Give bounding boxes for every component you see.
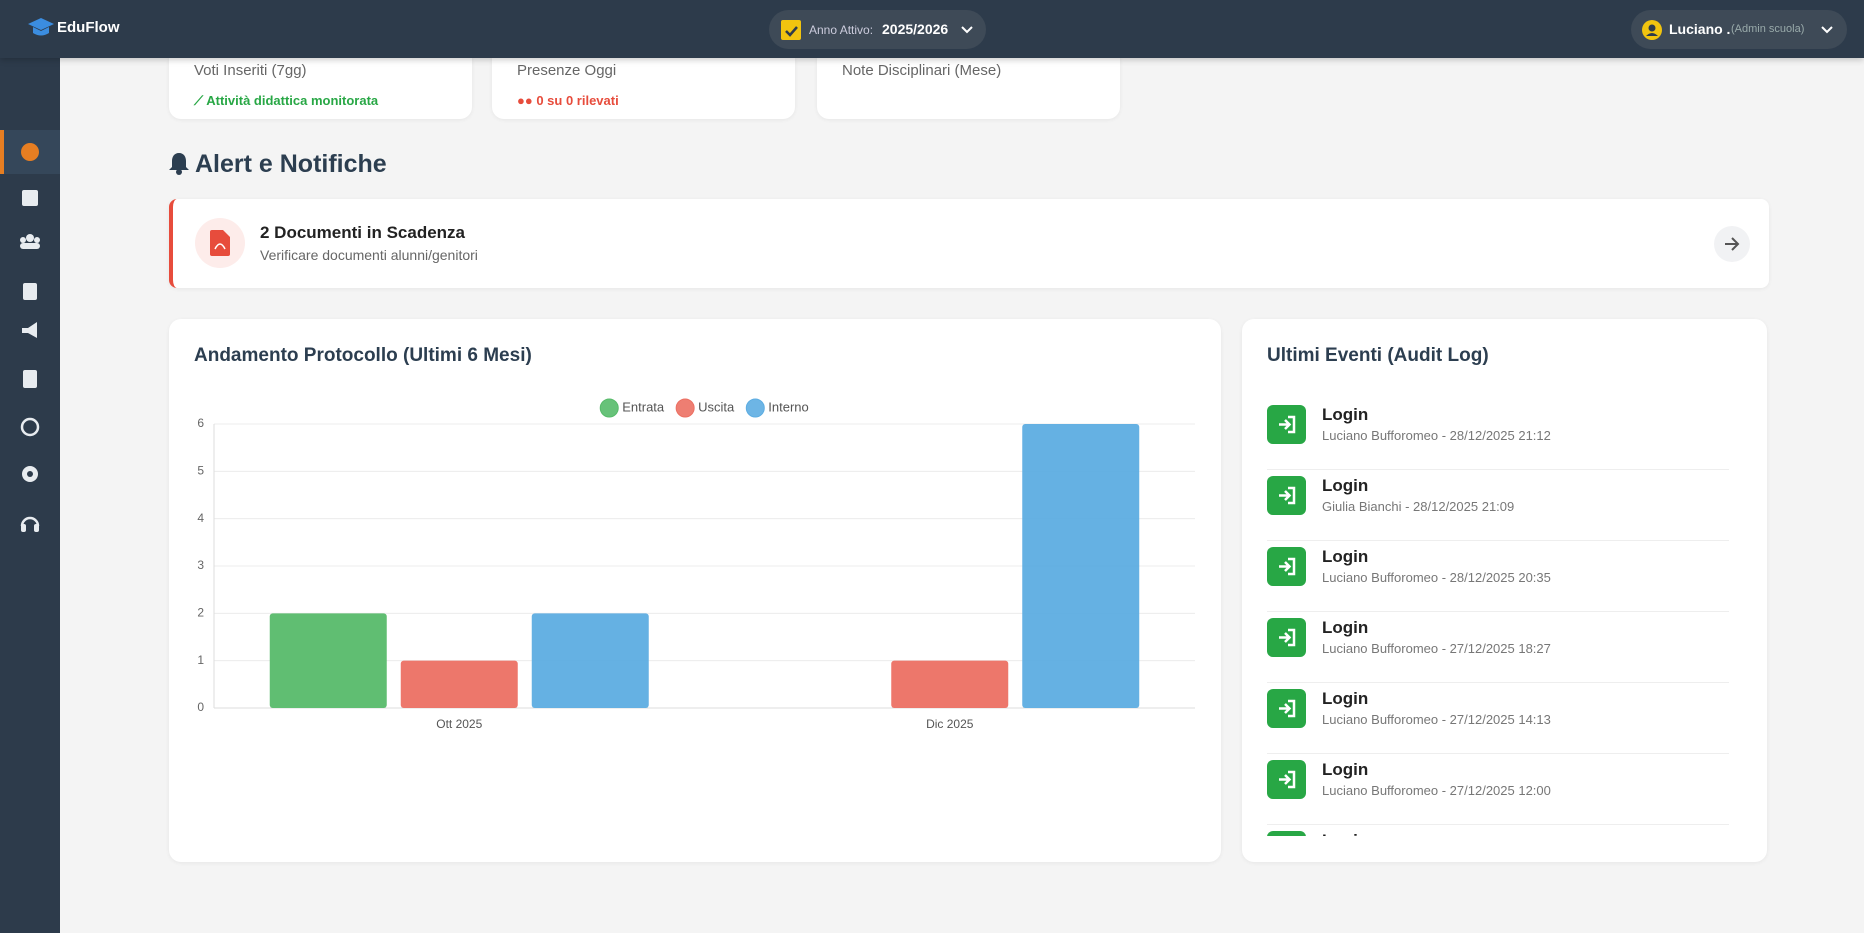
audit-event: Login Luciano Bufforomeo - 27/12/2025 12:… [1267,754,1729,825]
logo-icon [28,18,54,36]
legend-label: Interno [768,399,808,414]
event-icon [1267,760,1306,799]
user-name: Luciano . [1669,21,1731,37]
y-tick-label: 0 [197,700,204,714]
user-menu[interactable]: Luciano . (Admin scuola) [1631,10,1847,49]
y-tick-label: 1 [197,653,204,667]
user-icon [1642,20,1662,40]
event-action: Login [1322,689,1369,708]
legend-label: Entrata [622,399,665,414]
user-role: (Admin scuola) [1731,23,1805,35]
event-detail: Luciano Bufforomeo - 28/12/2025 21:12 [1322,428,1551,443]
brand[interactable]: EduFlow [57,19,120,36]
audit-title: Ultimi Eventi (Audit Log) [1267,345,1489,366]
event-action: Login [1322,760,1369,779]
y-tick-label: 5 [197,464,204,478]
year-label: Anno Attivo: [809,23,874,37]
arrow-icon [1725,237,1740,251]
audit-card: Ultimi Eventi (Audit Log) Login Luciano B… [1242,319,1767,862]
audit-event: Login Luciano Bufforomeo - 27/12/2025 18:… [1267,612,1729,683]
x-tick-label: Dic 2025 [926,717,974,731]
event-detail: Giulia Bianchi - 28/12/2025 21:09 [1322,499,1515,514]
event-action: Login [1322,547,1369,566]
event-detail: Luciano Bufforomeo - 27/12/2025 14:13 [1322,712,1551,727]
audit-event: Login Luciano Bufforomeo - 28/12/2025 21:… [1267,399,1729,470]
alert-arrow[interactable] [1714,226,1750,262]
login-icon [1267,831,1306,836]
alert-icon-bg [195,218,245,268]
event-action: Login [1322,405,1369,424]
audit-list: Login Luciano Bufforomeo - 28/12/2025 21:… [1242,399,1767,836]
login-icon [1279,557,1296,576]
chevron [1821,26,1833,34]
top-bar: EduFlow Anno Attivo: 2025/2026 Luciano .… [0,0,1864,58]
alert-text: Verificare documenti alunni/genitori [260,247,478,263]
y-tick-label: 2 [197,606,204,620]
login-icon [1279,770,1296,789]
bar [400,660,518,708]
event-action: Login [1322,476,1369,495]
audit-event: Login Luciano Bufforomeo - 28/12/2025 20:… [1267,541,1729,612]
login-icon [1279,699,1296,718]
stat-note: ●● 0 su 0 rilevati [517,93,619,108]
event-icon [1267,547,1306,586]
y-tick-label: 4 [197,511,204,525]
stat-note: ⟋ Attività didattica monitorata [194,93,379,108]
event-icon [1267,689,1306,728]
bar [891,660,1009,708]
alert-card[interactable]: 2 Documenti in Scadenza Verificare docum… [169,199,1769,288]
stat-label: Presenze Oggi [517,62,617,79]
bell-icon [169,153,189,175]
audit-event: Login Giulia Bianchi - 28/12/2025 21:09 [1267,470,1729,541]
stat-note-text: 0 su 0 rilevati [536,93,619,108]
y-tick-label: 6 [197,416,204,430]
legend-swatch [599,398,619,418]
login-icon [1279,628,1296,647]
event-detail: Luciano Bufforomeo - 27/12/2025 12:00 [1322,783,1551,798]
stat-label: Voti Inseriti (7gg) [194,62,307,79]
event-icon [1267,405,1306,444]
year-value: 2025/2026 [882,21,949,37]
bar [1022,424,1140,708]
event-detail: Luciano Bufforomeo - 28/12/2025 20:35 [1322,570,1551,585]
legend-label: Uscita [698,399,735,414]
event-icon [1267,476,1306,515]
chevron [961,26,973,34]
year-selector[interactable]: Anno Attivo: 2025/2026 [769,10,986,49]
stat-label: Note Disciplinari (Mese) [842,62,1002,79]
audit-event: Login [1267,825,1729,836]
event-detail: Luciano Bufforomeo - 27/12/2025 18:27 [1322,641,1551,656]
event-action: Login [1322,618,1369,637]
x-tick-label: Ott 2025 [436,717,482,731]
login-icon [1279,415,1296,434]
event-icon [1267,831,1306,836]
audit-event: Login Luciano Bufforomeo - 27/12/2025 14:… [1267,683,1729,754]
chart: Andamento Protocollo (Ultimi 6 Mesi) 0 1 2… [194,345,1195,731]
bar [269,613,387,708]
login-icon [1279,486,1296,505]
pdf-icon [210,230,230,256]
y-tick-label: 3 [197,558,204,572]
stat-note-text: Attività didattica monitorata [206,93,379,108]
section-title: Alert e Notifiche [195,150,387,178]
nav-icons [20,143,40,532]
calendar-icon [781,20,801,40]
chart-card: Andamento Protocollo (Ultimi 6 Mesi) 0 1 2… [169,319,1221,862]
chart-title: Andamento Protocollo (Ultimi 6 Mesi) [194,345,532,366]
bar [531,613,649,708]
event-action: Login [1322,831,1368,836]
alert-title: 2 Documenti in Scadenza [260,223,465,242]
legend-swatch [745,398,765,418]
sidebar [0,0,60,933]
legend-swatch [675,398,695,418]
event-icon [1267,618,1306,657]
